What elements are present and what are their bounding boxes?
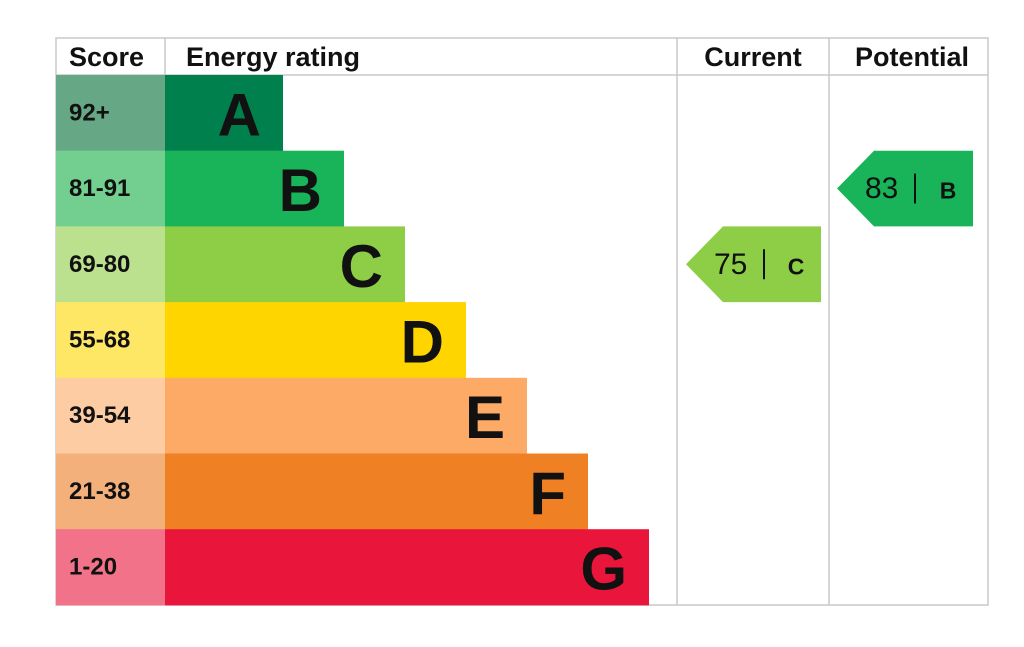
score-range: 69-80 xyxy=(69,251,130,278)
header-potential: Potential xyxy=(855,42,969,72)
header-rating: Energy rating xyxy=(186,42,360,72)
score-cell xyxy=(56,529,165,606)
potential-letter: B xyxy=(940,178,957,204)
score-range: 55-68 xyxy=(69,326,130,353)
score-cell xyxy=(56,150,165,227)
rating-letter: C xyxy=(340,233,383,300)
score-cell xyxy=(56,75,165,152)
rating-letter: A xyxy=(218,81,261,148)
rating-bar xyxy=(165,302,466,379)
score-cell xyxy=(56,226,165,303)
rating-bar xyxy=(165,226,405,303)
rating-bar xyxy=(165,529,649,606)
rating-bar xyxy=(165,75,283,152)
potential-arrow xyxy=(837,150,973,227)
score-range: 21-38 xyxy=(69,478,130,505)
potential-value: 83 xyxy=(865,172,898,205)
rating-letter: B xyxy=(279,157,322,224)
rating-bar xyxy=(165,377,527,454)
rating-letter: E xyxy=(465,384,505,451)
rating-letter: F xyxy=(529,460,566,527)
rating-letter: G xyxy=(580,536,627,603)
current-arrow xyxy=(686,226,821,303)
rating-bar xyxy=(165,453,588,530)
score-range: 1-20 xyxy=(69,554,117,581)
score-cell xyxy=(56,377,165,454)
score-cell xyxy=(56,453,165,530)
score-range: 39-54 xyxy=(69,402,131,429)
header-current: Current xyxy=(704,42,802,72)
rating-letter: D xyxy=(401,308,444,375)
current-value: 75 xyxy=(714,248,747,281)
rating-bar xyxy=(165,150,344,227)
score-range: 92+ xyxy=(69,99,110,126)
score-cell xyxy=(56,302,165,379)
current-letter: C xyxy=(788,253,805,279)
header-score: Score xyxy=(69,42,144,72)
score-range: 81-91 xyxy=(69,175,130,202)
